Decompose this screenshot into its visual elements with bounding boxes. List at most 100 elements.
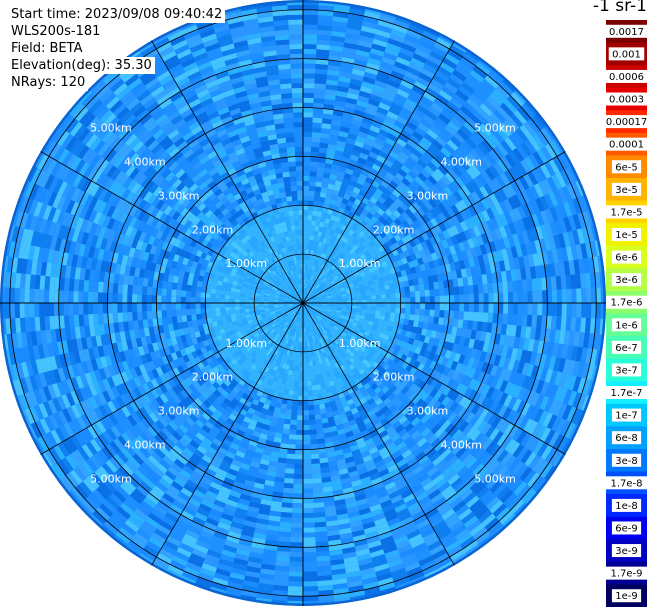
radar-cell bbox=[389, 316, 395, 323]
radar-cell bbox=[196, 377, 205, 387]
radar-cell bbox=[241, 458, 252, 466]
radar-cell bbox=[541, 315, 548, 329]
radar-cell bbox=[276, 366, 282, 373]
radar-cell bbox=[380, 535, 395, 545]
radar-cell bbox=[274, 295, 280, 298]
radar-cell bbox=[343, 426, 353, 434]
radar-cell bbox=[230, 372, 238, 380]
radar-cell bbox=[316, 333, 321, 339]
radar-cell bbox=[323, 496, 335, 503]
radar-cell bbox=[320, 319, 325, 324]
radar-cell bbox=[152, 466, 165, 478]
radar-cell bbox=[417, 473, 430, 484]
radar-cell bbox=[155, 481, 168, 493]
radar-cell bbox=[441, 357, 449, 367]
radar-cell bbox=[307, 304, 313, 307]
radar-cell bbox=[102, 499, 117, 514]
radar-cell bbox=[301, 332, 303, 338]
radar-cell bbox=[122, 312, 129, 322]
radar-cell bbox=[104, 354, 113, 367]
radar-cell bbox=[109, 353, 118, 365]
radar-cell bbox=[319, 457, 329, 464]
radar-cell bbox=[484, 425, 496, 439]
radar-cell bbox=[81, 460, 95, 476]
radar-cell bbox=[19, 317, 26, 333]
radar-cell bbox=[167, 388, 177, 398]
radar-cell bbox=[458, 508, 473, 521]
radar-cell bbox=[27, 245, 36, 261]
radar-cell bbox=[318, 321, 323, 326]
radar-cell bbox=[303, 425, 310, 431]
radar-cell bbox=[181, 362, 189, 372]
radar-cell bbox=[315, 323, 319, 329]
radar-cell bbox=[216, 563, 233, 573]
radar-cell bbox=[245, 448, 255, 457]
radar-cell bbox=[462, 319, 469, 329]
radar-cell bbox=[184, 377, 193, 387]
radar-cell bbox=[239, 296, 245, 300]
radar-cell bbox=[430, 437, 442, 449]
radar-cell bbox=[346, 435, 356, 443]
radar-cell bbox=[292, 325, 296, 331]
radar-cell bbox=[152, 359, 161, 369]
radar-cell bbox=[354, 316, 360, 322]
radar-cell bbox=[338, 370, 345, 378]
radar-cell bbox=[570, 408, 582, 425]
radar-cell bbox=[289, 424, 297, 430]
radar-cell bbox=[334, 449, 344, 456]
radar-cell bbox=[161, 355, 170, 365]
radar-cell bbox=[313, 369, 319, 376]
radar-cell bbox=[459, 303, 465, 312]
radar-cell bbox=[522, 303, 528, 315]
radar-cell bbox=[186, 443, 197, 454]
radar-cell bbox=[306, 305, 311, 310]
radar-cell bbox=[521, 388, 532, 403]
radar-cell bbox=[259, 309, 265, 313]
radar-cell bbox=[325, 345, 330, 351]
radar-cell bbox=[359, 346, 367, 353]
radar-cell bbox=[73, 314, 80, 328]
radar-cell bbox=[306, 312, 309, 317]
radar-cell bbox=[404, 561, 421, 573]
radar-cell bbox=[462, 355, 471, 367]
radar-cell bbox=[348, 585, 364, 593]
radar-cell bbox=[257, 350, 264, 357]
radar-cell bbox=[356, 303, 362, 307]
radar-cell bbox=[268, 318, 274, 323]
radar-cell bbox=[333, 339, 339, 345]
radar-cell bbox=[335, 508, 348, 516]
radar-cell bbox=[220, 285, 227, 291]
radar-cell bbox=[38, 402, 49, 419]
radar-cell bbox=[386, 358, 394, 367]
radar-cell bbox=[369, 429, 379, 438]
radar-cell bbox=[322, 305, 328, 307]
radar-cell bbox=[421, 342, 429, 351]
radar-cell bbox=[118, 420, 130, 433]
radar-cell bbox=[94, 469, 107, 483]
radar-cell bbox=[10, 318, 17, 334]
radar-cell bbox=[265, 350, 272, 357]
radar-cell bbox=[259, 293, 265, 297]
radar-cell bbox=[370, 549, 385, 558]
radar-cell bbox=[61, 475, 76, 491]
radar-cell bbox=[23, 244, 31, 260]
radar-cell bbox=[170, 352, 178, 361]
radar-cell bbox=[504, 455, 517, 470]
radar-cell bbox=[186, 404, 196, 414]
radar-cell bbox=[34, 303, 40, 318]
radar-cell bbox=[258, 320, 264, 326]
radar-cell bbox=[238, 352, 245, 359]
radar-cell bbox=[175, 382, 185, 393]
radar-cell bbox=[290, 345, 294, 351]
radar-cell bbox=[133, 376, 142, 388]
radar-cell bbox=[166, 303, 172, 311]
radar-cell bbox=[273, 317, 279, 322]
radar-cell bbox=[185, 296, 191, 303]
radar-cell bbox=[418, 555, 434, 567]
radar-cell bbox=[319, 408, 327, 415]
radar-cell bbox=[146, 380, 155, 391]
radar-cell bbox=[435, 331, 442, 340]
radar-cell bbox=[312, 487, 323, 494]
radar-cell bbox=[33, 404, 45, 421]
radar-cell bbox=[234, 433, 244, 442]
